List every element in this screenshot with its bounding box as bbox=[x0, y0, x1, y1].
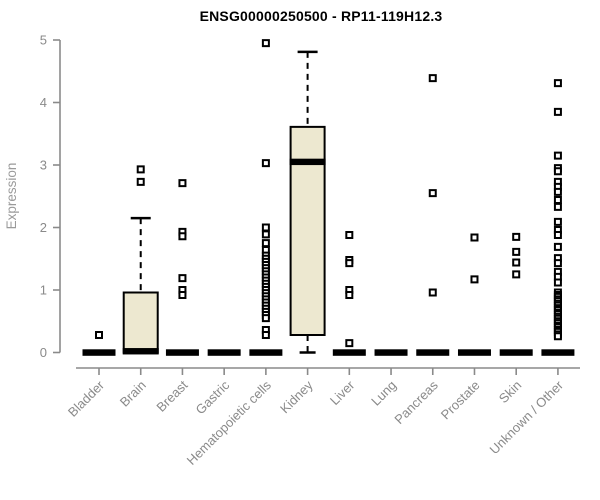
outlier-point bbox=[553, 202, 562, 211]
zero-box-bar bbox=[541, 349, 575, 356]
outlier-point bbox=[345, 259, 354, 268]
zero-box-bar bbox=[499, 349, 533, 356]
outlier-point bbox=[261, 230, 270, 239]
outlier-point bbox=[136, 177, 145, 186]
outlier-point bbox=[261, 314, 270, 323]
y-tick-label: 5 bbox=[40, 33, 47, 48]
y-tick-label: 0 bbox=[40, 345, 47, 360]
x-tick-label: Lung bbox=[368, 378, 399, 409]
x-tick-label: Bladder bbox=[65, 377, 108, 420]
outlier-point bbox=[470, 233, 479, 242]
x-tick-label: Skin bbox=[496, 378, 524, 406]
x-tick-label: Gastric bbox=[193, 377, 233, 417]
outlier-point bbox=[512, 270, 521, 279]
outlier-point bbox=[136, 165, 145, 174]
y-tick-label: 3 bbox=[40, 158, 47, 173]
zero-box-bar bbox=[249, 349, 283, 356]
chart-title: ENSG00000250500 - RP11-119H12.3 bbox=[199, 8, 443, 24]
outlier-point bbox=[428, 74, 437, 83]
box bbox=[122, 291, 159, 354]
outlier-point bbox=[553, 167, 562, 176]
outlier-point bbox=[553, 79, 562, 88]
y-tick-label: 4 bbox=[40, 95, 47, 110]
outlier-point bbox=[261, 331, 270, 339]
y-tick-label: 1 bbox=[40, 283, 47, 298]
x-tick-label: Brain bbox=[117, 378, 149, 410]
zero-box-bar bbox=[82, 349, 116, 356]
x-tick-label: Breast bbox=[153, 377, 190, 414]
y-axis-title: Expression bbox=[4, 163, 19, 230]
outlier-point bbox=[178, 232, 187, 241]
outlier-point bbox=[553, 196, 562, 204]
outlier-point bbox=[553, 217, 562, 226]
outlier-point bbox=[553, 187, 562, 196]
zero-box-bar bbox=[374, 349, 408, 356]
outlier-point bbox=[553, 259, 562, 268]
zero-box-bar bbox=[165, 349, 199, 356]
box bbox=[289, 125, 326, 336]
outlier-point bbox=[553, 278, 562, 287]
outlier-point bbox=[512, 247, 521, 256]
zero-box-bar bbox=[207, 349, 241, 356]
outlier-point bbox=[178, 291, 187, 299]
outlier-point bbox=[553, 332, 562, 341]
outlier-point bbox=[512, 258, 521, 267]
outlier-point bbox=[178, 179, 187, 188]
outlier-point bbox=[178, 274, 187, 283]
outlier-point bbox=[261, 159, 270, 168]
x-tick-label: Kidney bbox=[277, 377, 316, 416]
outlier-point bbox=[261, 223, 270, 232]
outlier-point bbox=[345, 291, 354, 299]
median-line bbox=[122, 348, 159, 355]
outlier-point bbox=[553, 242, 562, 251]
outlier-point bbox=[428, 288, 437, 297]
x-tick-label: Pancreas bbox=[391, 377, 441, 427]
outlier-point bbox=[261, 239, 270, 248]
outlier-point bbox=[261, 39, 270, 48]
zero-box-bar bbox=[457, 349, 491, 356]
outlier-point bbox=[512, 232, 521, 241]
outlier-point bbox=[553, 151, 562, 160]
outlier-point bbox=[428, 189, 437, 198]
outlier-point bbox=[345, 231, 354, 239]
x-tick-label: Prostate bbox=[438, 378, 483, 423]
median-line bbox=[289, 158, 326, 166]
outlier-point bbox=[95, 331, 103, 339]
zero-box-bar bbox=[416, 349, 450, 356]
x-tick-label: Unknown / Other bbox=[486, 377, 566, 457]
outlier-point bbox=[470, 275, 479, 284]
outlier-point bbox=[345, 339, 354, 348]
outlier-point bbox=[553, 107, 562, 116]
outlier-point bbox=[553, 231, 562, 239]
x-tick-label: Liver bbox=[327, 377, 358, 408]
zero-box-bar bbox=[332, 349, 366, 356]
y-tick-label: 2 bbox=[40, 220, 47, 235]
